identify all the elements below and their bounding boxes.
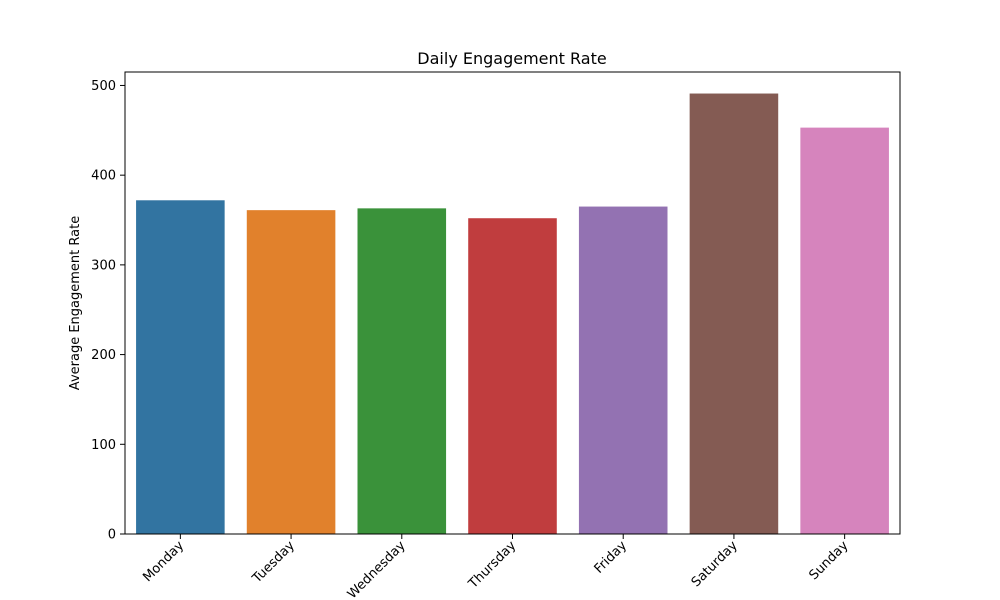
bar-tuesday (246, 210, 336, 534)
bar-thursday (468, 218, 557, 534)
bars-layer (136, 93, 889, 535)
x-tick-label-thursday: Thursday (465, 538, 519, 592)
y-tick-label: 300 (91, 258, 116, 273)
y-tick-label: 0 (108, 528, 116, 543)
x-tick-label-saturday: Saturday (689, 538, 741, 590)
y-tick-label: 500 (91, 79, 116, 94)
x-axis-ticks: Monday Tuesday Wednesday Thursday Friday Satu… (140, 534, 852, 600)
x-tick-label-tuesday: Tuesday (249, 538, 298, 587)
y-tick-label: 200 (91, 348, 116, 363)
y-tick-label: 100 (91, 438, 116, 453)
bar-friday (578, 206, 668, 534)
y-tick-label: 400 (91, 169, 116, 184)
x-tick-label-wednesday: Wednesday (345, 538, 409, 600)
bar-monday (136, 200, 225, 534)
chart-title: Daily Engagement Rate (417, 49, 606, 68)
y-axis-ticks: 0 100 200 300 400 500 (91, 79, 125, 543)
bar-saturday (689, 93, 779, 535)
x-tick-label-friday: Friday (592, 538, 631, 577)
plot-frame (124, 71, 901, 535)
x-tick-label-sunday: Sunday (806, 538, 851, 583)
y-axis-label: Average Engagement Rate (68, 216, 83, 390)
bar-wednesday (357, 208, 447, 534)
bar-sunday (800, 127, 889, 534)
x-tick-label-monday: Monday (140, 538, 187, 585)
